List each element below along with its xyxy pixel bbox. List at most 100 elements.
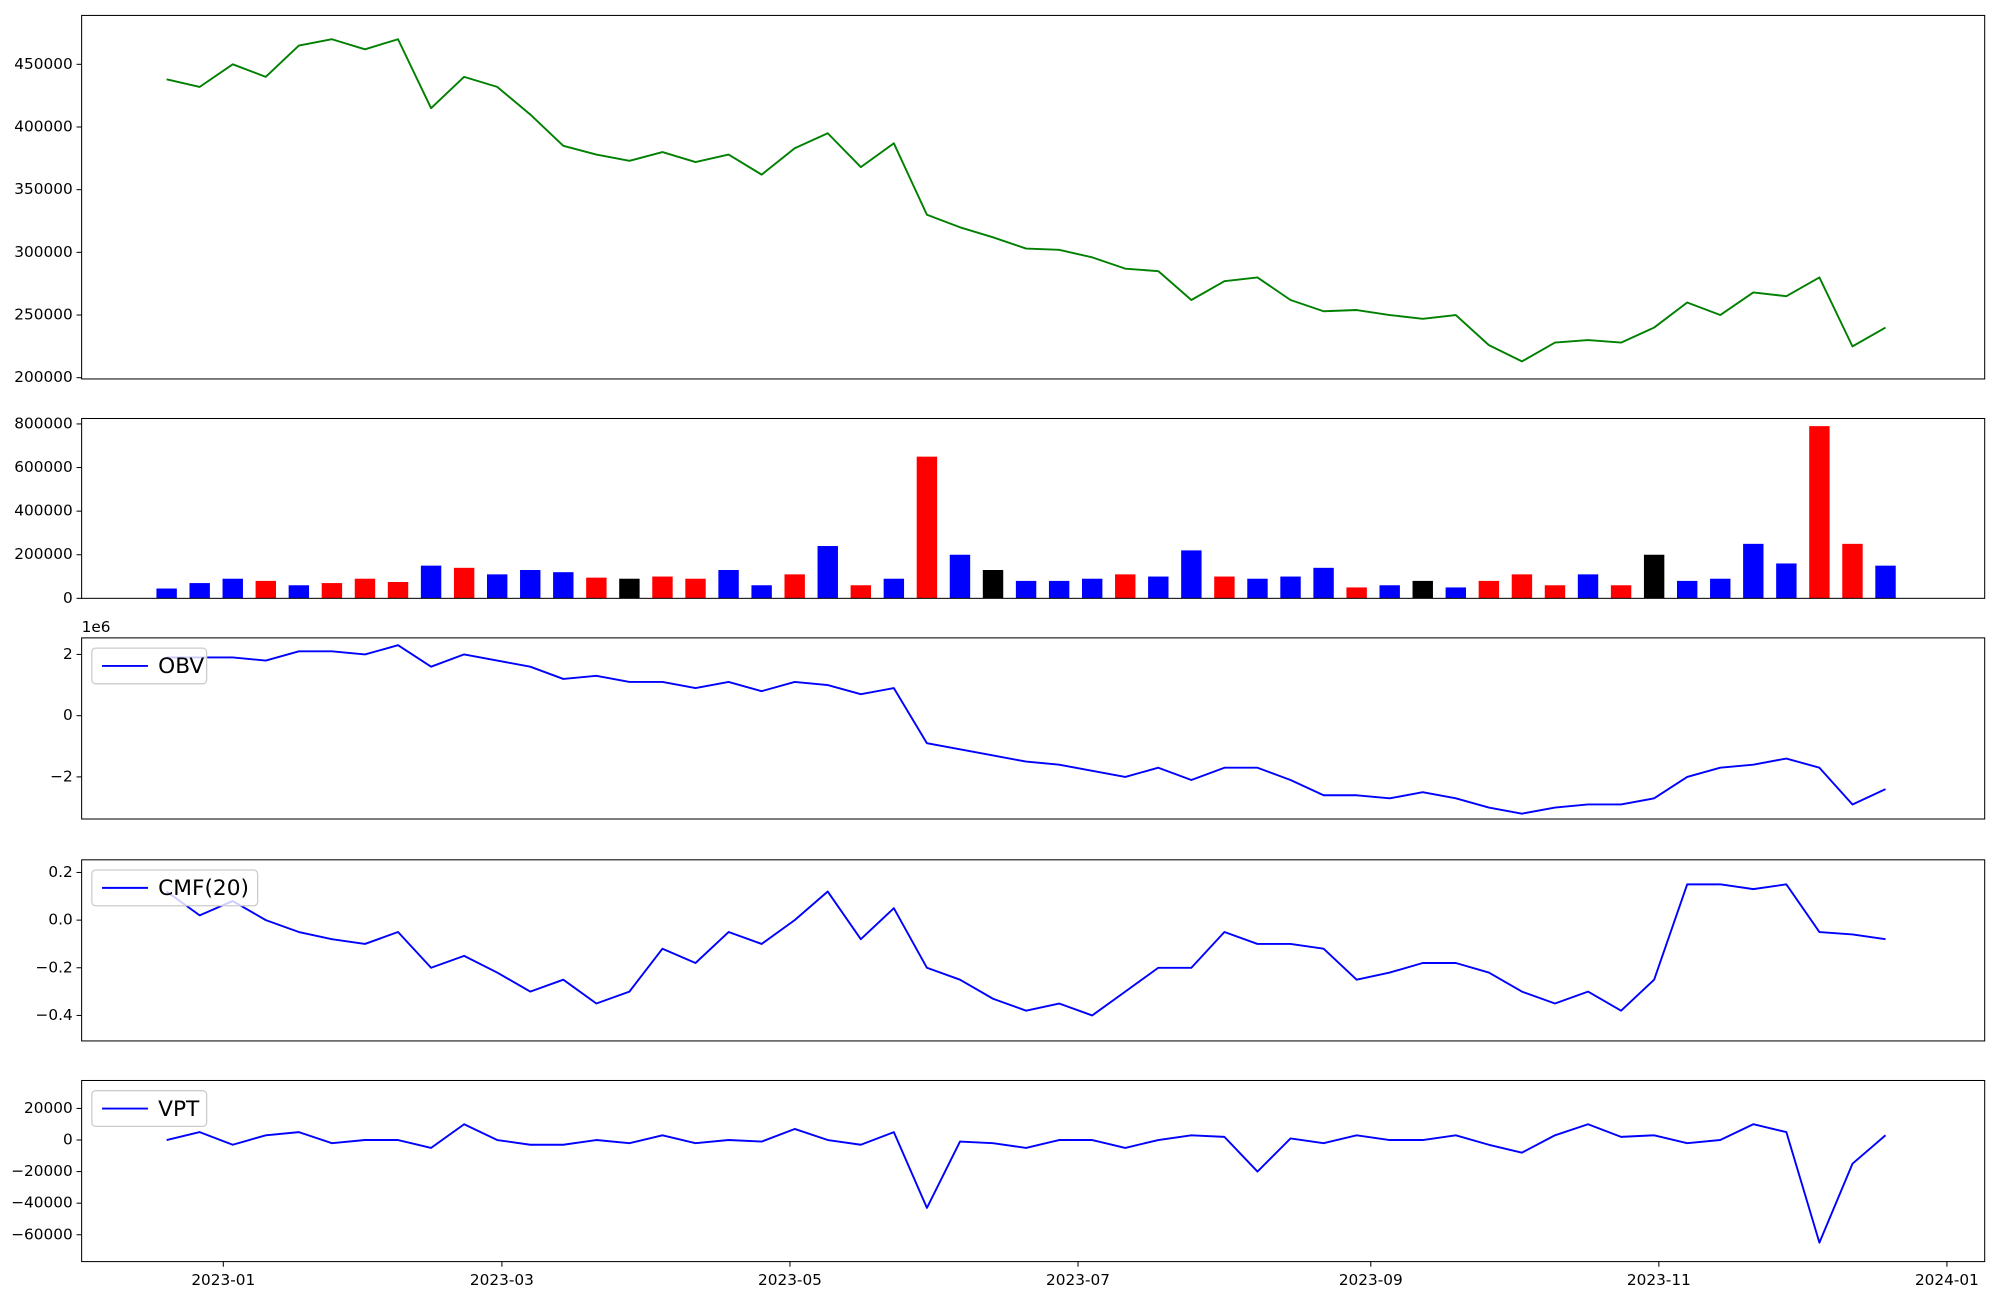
y-tick-label: 0 [63,706,73,724]
volume-bar [1048,580,1070,599]
y-tick-label: 600000 [14,458,72,476]
x-tick-label: 2023-01 [191,1271,255,1289]
volume-bar [553,572,574,599]
y-tick-label: 350000 [14,180,72,198]
y-tick-label: 200000 [14,545,72,563]
volume-bar [1313,567,1334,599]
y-tick-label: −20000 [11,1162,72,1180]
volume-bar [1115,574,1136,599]
volume-bar [288,585,310,599]
volume-bar [1643,554,1665,599]
volume-bar [1776,563,1797,599]
legend-box [91,647,208,685]
volume-bar [1280,576,1301,599]
volume-bar [1247,578,1268,599]
volume-bar [850,585,872,599]
volume-bar [1676,580,1698,599]
volume-bar [916,456,938,599]
x-tick-label: 2023-07 [1046,1271,1110,1289]
volume-bar [1181,550,1202,599]
volume-bar [1379,585,1400,599]
axes-frame [81,637,1986,820]
x-tick-label: 2023-03 [470,1271,534,1289]
line [166,1123,1887,1244]
volume-bar [1743,543,1764,599]
axes-frame [81,1079,1986,1263]
volume-bar [156,588,177,599]
y-tick-label: 400000 [14,502,72,520]
volume-bar [1214,576,1235,599]
volume-bar [751,585,772,599]
volume-bar [387,581,409,599]
line [166,38,1886,363]
volume-bar [619,578,640,599]
volume-bar [1445,587,1467,599]
legend-label: VPT [158,1097,200,1122]
volume-bar [718,570,739,599]
volume-bar [817,546,838,599]
volume-bar [1544,585,1566,599]
volume-bar [189,583,210,599]
legend-label: CMF(20) [158,876,249,901]
y-tick-label: 800000 [14,414,72,432]
axes-frame [81,417,1986,599]
legend-label: OBV [158,654,204,679]
volume-bar [1478,580,1500,599]
volume-bar [586,577,607,599]
y-tick-label: 0.0 [48,911,72,929]
y-offset-label: 1e6 [82,618,111,636]
volume-bar [420,565,442,599]
y-tick-label: 300000 [14,243,72,261]
volume-bar [1511,574,1533,599]
x-tick-label: 2023-11 [1627,1271,1691,1289]
volume-bar [949,554,971,599]
y-tick-label: 2 [63,645,73,663]
volume-bar [1346,587,1367,599]
volume-bar [1148,576,1169,599]
volume-bar [453,567,475,599]
volume-bar [1710,578,1731,599]
y-tick-label: 400000 [14,117,72,135]
y-tick-label: 450000 [14,55,72,73]
volume-bar [255,580,277,599]
line [166,644,1886,815]
volume-bar [1015,580,1037,599]
x-tick-label: 2023-05 [758,1271,822,1289]
x-tick-label: 2024-01 [1915,1271,1979,1289]
volume-bar [1842,543,1863,599]
x-tick-label: 2023-09 [1339,1271,1403,1289]
volume-bar [784,574,805,599]
volume-bar [982,570,1004,599]
line [166,883,1886,1017]
volume-bar [354,578,376,599]
legend-box [91,869,259,907]
y-tick-label: 200000 [14,368,72,386]
volume-bar [520,570,541,599]
volume-bar [222,578,243,599]
y-tick-label: 20000 [24,1099,73,1117]
volume-bar [685,578,706,599]
volume-bar [1412,580,1433,599]
volume-bar [1577,574,1599,599]
y-tick-label: −2 [50,767,73,785]
y-tick-label: −40000 [11,1194,72,1212]
volume-bar [321,583,343,599]
axes-frame [81,14,1986,380]
y-tick-label: 250000 [14,306,72,324]
volume-bar [1875,565,1896,599]
volume-bar [486,574,508,599]
volume-bar [883,578,905,599]
axes-frame [81,859,1986,1042]
y-tick-label: 0.2 [48,863,72,881]
volume-bar [1809,426,1830,599]
volume-bar [652,576,673,599]
volume-bar [1610,585,1632,599]
y-tick-label: −0.4 [36,1006,73,1024]
y-tick-label: 0 [63,1131,73,1149]
volume-bar [1081,578,1103,599]
y-tick-label: −0.2 [36,958,73,976]
y-tick-label: 0 [63,589,73,607]
